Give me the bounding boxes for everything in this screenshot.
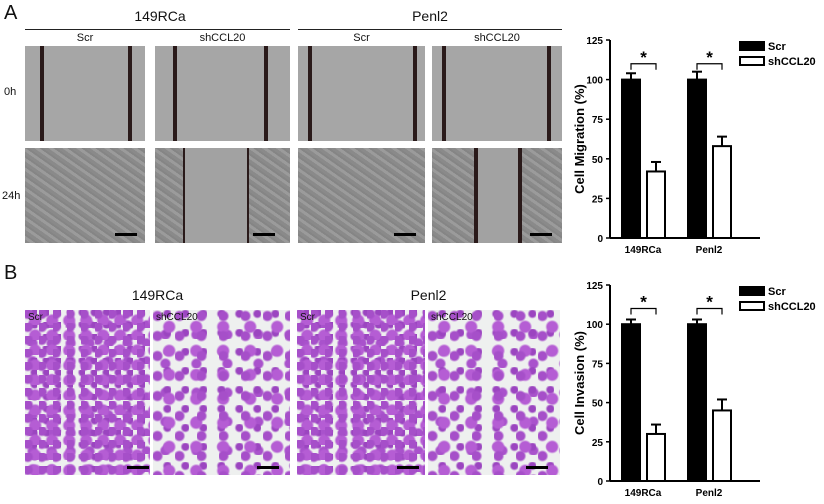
micrograph: Scr — [25, 310, 150, 475]
micrograph — [432, 46, 562, 141]
scale-bar — [127, 466, 149, 469]
legend-label: Scr — [768, 41, 786, 53]
group-label: 149RCa — [134, 8, 186, 24]
bar-shccl20 — [712, 409, 732, 482]
legend-label: Scr — [768, 286, 786, 298]
panel-label-a: A — [4, 2, 18, 24]
panel-label-b: B — [4, 262, 18, 284]
significance-bracket — [630, 307, 657, 315]
x-tick-label: 149RCa — [625, 488, 662, 499]
legend-swatch — [739, 301, 765, 311]
group-divider — [25, 29, 290, 30]
condition-label: Scr — [76, 32, 94, 44]
micrograph — [298, 46, 425, 141]
scale-bar — [397, 466, 419, 469]
micrograph: Scr — [297, 310, 425, 475]
condition-label: shCCL20 — [156, 312, 198, 323]
y-axis-label: Cell Invasion (%) — [572, 331, 587, 435]
legend-label: shCCL20 — [768, 301, 816, 313]
scale-bar — [257, 466, 279, 469]
condition-label: shCCL20 — [431, 312, 473, 323]
row-label: 24h — [2, 190, 21, 202]
x-tick-label: Penl2 — [696, 245, 723, 256]
y-tick-label: 100 — [586, 320, 603, 331]
significance-star: * — [706, 48, 713, 67]
significance-bracket — [696, 307, 723, 315]
micrograph — [155, 46, 290, 141]
legend-swatch — [739, 286, 765, 296]
group-label: 149RCa — [131, 287, 184, 303]
y-tick-label: 125 — [586, 36, 603, 47]
significance-bracket — [630, 63, 657, 70]
group-divider — [298, 29, 562, 30]
scale-bar — [115, 233, 137, 236]
scale-bar — [530, 233, 552, 236]
y-tick-label: 0 — [597, 234, 603, 245]
y-tick-label: 0 — [597, 477, 603, 488]
bar-scr — [687, 323, 707, 483]
legend-swatch — [739, 41, 765, 51]
bar-scr — [621, 323, 641, 483]
condition-label: shCCL20 — [474, 32, 520, 44]
y-tick-label: 50 — [592, 155, 604, 166]
micrograph — [298, 148, 425, 243]
legend-swatch — [739, 56, 765, 66]
y-tick-label: 100 — [586, 76, 603, 87]
y-tick-label: 75 — [592, 115, 604, 126]
legend-label: shCCL20 — [768, 56, 816, 68]
bar-scr — [687, 78, 707, 239]
scale-bar — [253, 233, 275, 236]
bar-shccl20 — [646, 432, 666, 482]
scale-bar — [526, 466, 548, 469]
group-label: Penl2 — [412, 8, 448, 24]
significance-star: * — [706, 293, 713, 312]
significance-star: * — [640, 48, 647, 67]
micrograph — [432, 148, 562, 243]
condition-label: shCCL20 — [199, 32, 246, 44]
bar-scr — [621, 78, 641, 239]
condition-label: Scr — [28, 312, 43, 323]
micrograph — [25, 46, 145, 141]
y-axis-label: Cell Migration (%) — [572, 84, 587, 194]
bar-shccl20 — [646, 170, 666, 239]
bar-shccl20 — [712, 145, 732, 240]
condition-label: Scr — [353, 32, 370, 44]
micrograph — [155, 148, 290, 243]
condition-label: Scr — [300, 312, 315, 323]
y-tick-label: 25 — [592, 438, 604, 449]
micrograph: shCCL20 — [153, 310, 290, 475]
x-tick-label: Penl2 — [696, 488, 723, 499]
group-label: Penl2 — [410, 287, 447, 303]
significance-bracket — [696, 63, 723, 70]
y-tick-label: 25 — [592, 194, 604, 205]
row-label: 0h — [4, 86, 17, 98]
scale-bar — [394, 233, 416, 236]
significance-star: * — [640, 293, 647, 312]
micrograph: shCCL20 — [428, 310, 560, 475]
y-tick-label: 125 — [586, 281, 603, 292]
micrograph — [25, 148, 145, 243]
x-tick-label: 149RCa — [625, 245, 662, 256]
y-tick-label: 50 — [592, 399, 604, 410]
y-tick-label: 75 — [592, 359, 604, 370]
